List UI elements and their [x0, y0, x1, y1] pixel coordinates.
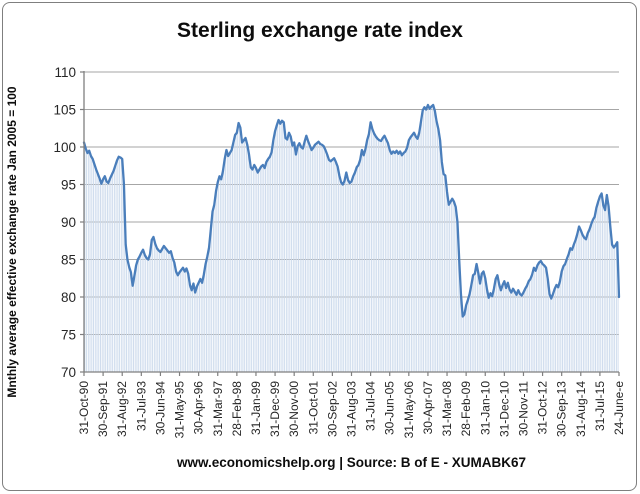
x-tick-label: 31-Mar-08 — [440, 381, 454, 437]
x-tick-label: 31-Aug-03 — [345, 381, 359, 437]
source-footer: www.economicshelp.org | Source: B of E -… — [176, 455, 527, 470]
x-tick-label: 31-Aug-92 — [115, 381, 129, 437]
x-tick-label: 30-Sep-02 — [325, 381, 339, 437]
y-tick-label: 110 — [54, 65, 76, 80]
y-tick-label: 90 — [61, 215, 76, 230]
x-tick-label: 31-Oct-01 — [306, 381, 320, 435]
x-tick-label: 30-Apr-96 — [192, 381, 206, 435]
y-tick-label: 100 — [53, 140, 76, 155]
y-tick-label: 85 — [61, 252, 76, 267]
x-tick-label: 31-Dec-10 — [497, 381, 511, 437]
x-tick-label: 31-Mar-97 — [211, 381, 225, 437]
y-axis-labels: 70 75 80 85 90 95 100 105 110 — [53, 65, 84, 380]
x-tick-label: 30-Jun-05 — [383, 381, 397, 435]
y-tick-label: 75 — [61, 327, 76, 342]
x-tick-label: 31-Jan-99 — [249, 381, 263, 435]
y-tick-label: 105 — [53, 102, 76, 117]
x-tick-label: 31-Oct-12 — [536, 381, 550, 435]
x-tick-label: 30-Sep-91 — [96, 381, 110, 437]
x-tick-label: 28-Feb-09 — [459, 381, 473, 437]
x-tick-label: 31-Jul-93 — [134, 381, 148, 431]
x-tick-label: 31-Jul-04 — [364, 381, 378, 431]
x-tick-label: 31-Jul-15 — [593, 381, 607, 431]
y-axis-title: Mnthly average effective exchange rate J… — [5, 86, 19, 397]
x-tick-label: 31-Jan-10 — [478, 381, 492, 435]
y-tick-label: 95 — [61, 177, 76, 192]
area-fill — [84, 105, 619, 372]
x-tick-label: 31-May-06 — [402, 381, 416, 439]
x-tick-label: 30-Jun-94 — [153, 381, 167, 435]
x-tick-label: 24-June-e — [612, 381, 626, 435]
x-tick-label: 30-Sep-13 — [555, 381, 569, 437]
chart-title: Sterling exchange rate index — [177, 19, 463, 42]
y-tick-label: 70 — [61, 365, 76, 380]
x-tick-label: 31-Aug-14 — [574, 381, 588, 437]
y-tick-label: 80 — [61, 290, 76, 305]
x-tick-label: 30-Apr-07 — [421, 381, 435, 435]
x-tick-label: 30-Nov-11 — [516, 381, 530, 436]
x-tick-label: 28-Feb-98 — [230, 381, 244, 437]
x-tick-label: 30-Nov-00 — [287, 381, 301, 437]
exchange-rate-line — [82, 103, 621, 318]
x-axis-labels: 31-Oct-90 30-Sep-91 31-Aug-92 31-Jul-93 30-J… — [77, 372, 626, 438]
x-tick-label: 31-May-95 — [173, 381, 187, 439]
x-tick-label: 31-Oct-90 — [77, 381, 91, 435]
x-tick-label: 31-Dec-99 — [268, 381, 282, 437]
